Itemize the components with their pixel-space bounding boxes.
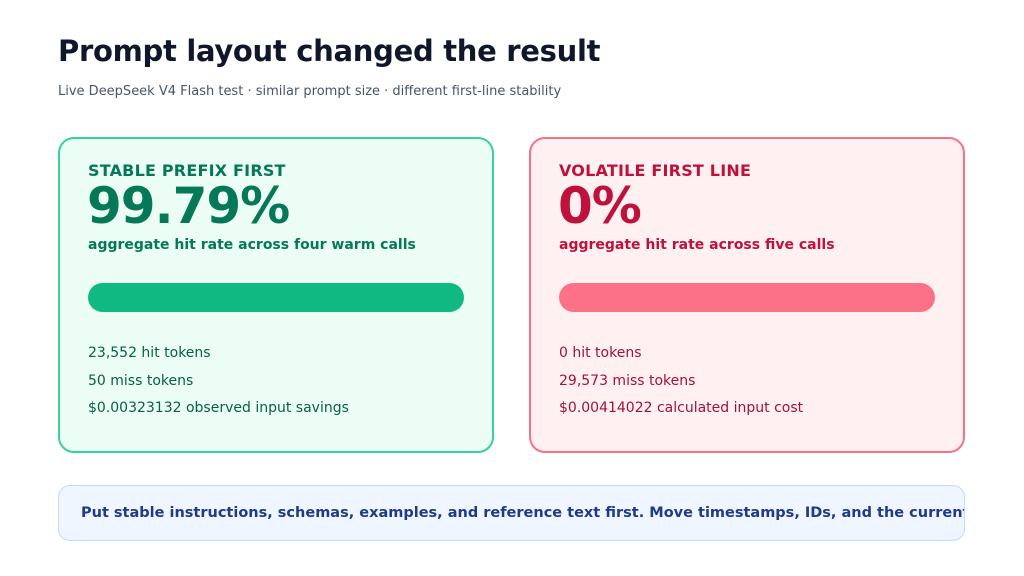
volatile-first-line-card: VOLATILE FIRST LINE 0% aggregate hit rat… — [529, 137, 965, 453]
card-heading: STABLE PREFIX FIRST — [88, 161, 286, 180]
savings-stat: $0.00323132 observed input savings — [88, 400, 349, 416]
hit-tokens-stat: 23,552 hit tokens — [88, 345, 211, 361]
hit-rate-bar — [88, 283, 464, 312]
miss-tokens-stat: 29,573 miss tokens — [559, 372, 696, 389]
token-stats: 0 hit tokens 29,573 miss tokens $0.00414… — [559, 340, 803, 423]
hit-rate-bar-fill — [559, 283, 935, 312]
guidance-note: Put stable instructions, schemas, exampl… — [58, 485, 965, 541]
stable-prefix-card: STABLE PREFIX FIRST 99.79% aggregate hit… — [58, 137, 494, 453]
miss-tokens-stat: 50 miss tokens — [88, 372, 194, 389]
hit-tokens-stat: 0 hit tokens — [559, 345, 642, 361]
hit-rate-bar-fill — [88, 283, 464, 312]
hit-rate-description: aggregate hit rate across four warm call… — [88, 237, 416, 253]
guidance-note-text: Put stable instructions, schemas, exampl… — [81, 505, 965, 521]
card-heading: VOLATILE FIRST LINE — [559, 161, 752, 180]
hit-rate-value: 99.79% — [87, 177, 290, 235]
token-stats: 23,552 hit tokens 50 miss tokens $0.0032… — [88, 340, 349, 423]
hit-rate-description: aggregate hit rate across five calls — [559, 237, 835, 253]
page-subtitle: Live DeepSeek V4 Flash test · similar pr… — [58, 84, 562, 99]
hit-rate-bar — [559, 283, 935, 312]
hit-rate-value: 0% — [558, 177, 642, 235]
cost-stat: $0.00414022 calculated input cost — [559, 400, 804, 416]
page-title: Prompt layout changed the result — [58, 34, 601, 68]
